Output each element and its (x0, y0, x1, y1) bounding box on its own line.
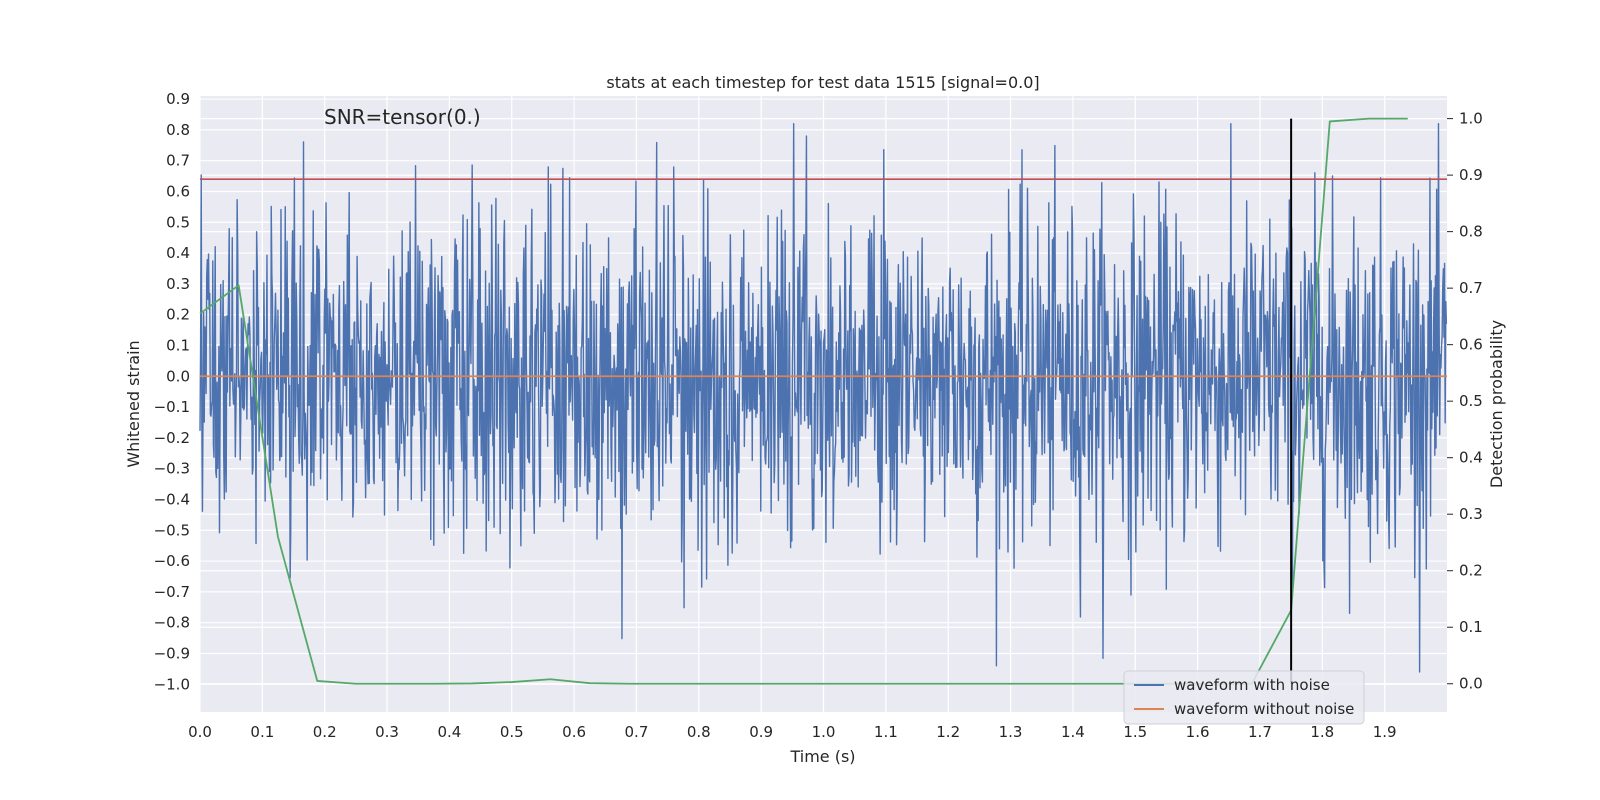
y-tick-label: 0.1 (166, 336, 190, 354)
x-tick-label: 0.2 (313, 723, 337, 741)
y-tick-label: 0.2 (166, 306, 190, 324)
legend: waveform with noise waveform without noi… (1123, 670, 1365, 725)
y2-tick-label: 0.0 (1459, 675, 1483, 693)
y-tick-label: −0.7 (154, 583, 190, 601)
y-tick-label: −1.0 (154, 675, 190, 693)
y2-axis-label: Detection probability (1487, 320, 1506, 488)
x-axis: 0.0 0.1 0.2 0.3 0.4 0.5 0.6 0.7 0.8 0.9 1.0 1.1 1.2 1… (188, 723, 1397, 741)
series-line-0 (199, 123, 1448, 673)
y-tick-label: −0.8 (154, 614, 190, 632)
y2-tick-label: 0.3 (1459, 505, 1483, 523)
snr-annotation: SNR=tensor(0.) (324, 105, 481, 129)
x-tick-label: 1.3 (999, 723, 1023, 741)
y-tick-label: 0.5 (166, 213, 190, 231)
y-tick-label: 0.0 (166, 367, 190, 385)
y-tick-label: −0.1 (154, 398, 190, 416)
x-tick-label: 1.1 (874, 723, 898, 741)
y-tick-label: 0.7 (166, 152, 190, 170)
y-tick-label: 0.8 (166, 121, 190, 139)
y-axis-right: 1.0 0.9 0.8 0.7 0.6 0.5 0.4 0.3 0.2 0.1 0.0 (1447, 110, 1483, 693)
x-tick-label: 0.3 (375, 723, 399, 741)
y-tick-label: 0.9 (166, 90, 190, 108)
y-tick-label: 0.3 (166, 275, 190, 293)
x-tick-label: 0.0 (188, 723, 212, 741)
y-tick-label: −0.4 (154, 490, 190, 508)
x-axis-label: Time (s) (789, 747, 855, 766)
x-tick-label: 1.5 (1123, 723, 1147, 741)
x-tick-label: 1.7 (1248, 723, 1272, 741)
y-tick-label: −0.6 (154, 552, 190, 570)
x-tick-label: 0.8 (687, 723, 711, 741)
y2-tick-label: 0.4 (1459, 449, 1483, 467)
x-tick-label: 1.2 (936, 723, 960, 741)
y-tick-label: −0.5 (154, 521, 190, 539)
x-tick-label: 1.6 (1186, 723, 1210, 741)
x-tick-label: 1.4 (1061, 723, 1085, 741)
x-tick-label: 0.6 (562, 723, 586, 741)
legend-box (1123, 670, 1365, 725)
legend-label-noise: waveform with noise (1174, 676, 1330, 694)
y2-tick-label: 0.9 (1459, 166, 1483, 184)
y-tick-label: 0.4 (166, 244, 190, 262)
x-tick-label: 0.7 (625, 723, 649, 741)
y2-tick-label: 1.0 (1459, 110, 1483, 128)
y2-tick-label: 0.5 (1459, 392, 1483, 410)
y-tick-label: 0.6 (166, 182, 190, 200)
x-tick-label: 0.1 (250, 723, 274, 741)
y2-tick-label: 0.8 (1459, 223, 1483, 241)
y-tick-label: −0.9 (154, 644, 190, 662)
y-tick-label: −0.2 (154, 429, 190, 447)
y-tick-label: −0.3 (154, 460, 190, 478)
x-tick-label: 1.8 (1310, 723, 1334, 741)
x-tick-label: 1.9 (1373, 723, 1397, 741)
x-tick-label: 0.4 (437, 723, 461, 741)
y2-tick-label: 0.6 (1459, 336, 1483, 354)
chart-title: stats at each timestep for test data 151… (606, 73, 1039, 92)
x-tick-label: 0.5 (500, 723, 524, 741)
y-axis-label: Whitened strain (124, 340, 143, 467)
x-tick-label: 1.0 (812, 723, 836, 741)
x-tick-label: 0.9 (749, 723, 773, 741)
y2-tick-label: 0.2 (1459, 562, 1483, 580)
y2-tick-label: 0.1 (1459, 618, 1483, 636)
y-axis-left: 0.9 0.8 0.7 0.6 0.5 0.4 0.3 0.2 0.1 0.0 −0.1 −0.2 −0… (154, 90, 190, 693)
y2-tick-label: 0.7 (1459, 279, 1483, 297)
legend-label-clean: waveform without noise (1174, 700, 1354, 718)
